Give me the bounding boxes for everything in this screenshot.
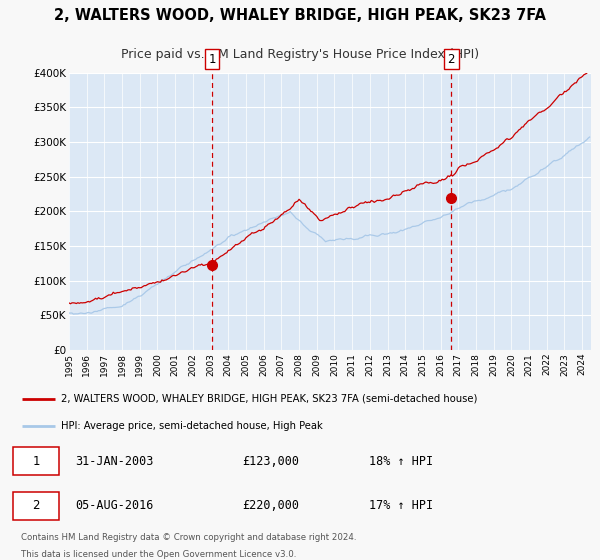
Text: 1: 1 xyxy=(32,455,40,468)
Text: 17% ↑ HPI: 17% ↑ HPI xyxy=(369,500,433,512)
Text: 2: 2 xyxy=(32,500,40,512)
Text: 05-AUG-2016: 05-AUG-2016 xyxy=(76,500,154,512)
Text: 18% ↑ HPI: 18% ↑ HPI xyxy=(369,455,433,468)
Text: 31-JAN-2003: 31-JAN-2003 xyxy=(76,455,154,468)
FancyBboxPatch shape xyxy=(13,492,59,520)
Text: £220,000: £220,000 xyxy=(242,500,299,512)
Text: Price paid vs. HM Land Registry's House Price Index (HPI): Price paid vs. HM Land Registry's House … xyxy=(121,48,479,61)
Text: 2: 2 xyxy=(448,53,455,66)
Text: 1: 1 xyxy=(208,53,216,66)
FancyBboxPatch shape xyxy=(13,447,59,475)
Text: This data is licensed under the Open Government Licence v3.0.: This data is licensed under the Open Gov… xyxy=(20,550,296,559)
Text: HPI: Average price, semi-detached house, High Peak: HPI: Average price, semi-detached house,… xyxy=(61,421,323,431)
Text: 2, WALTERS WOOD, WHALEY BRIDGE, HIGH PEAK, SK23 7FA (semi-detached house): 2, WALTERS WOOD, WHALEY BRIDGE, HIGH PEA… xyxy=(61,394,478,404)
Text: Contains HM Land Registry data © Crown copyright and database right 2024.: Contains HM Land Registry data © Crown c… xyxy=(20,533,356,542)
Text: 2, WALTERS WOOD, WHALEY BRIDGE, HIGH PEAK, SK23 7FA: 2, WALTERS WOOD, WHALEY BRIDGE, HIGH PEA… xyxy=(54,8,546,23)
Text: £123,000: £123,000 xyxy=(242,455,299,468)
